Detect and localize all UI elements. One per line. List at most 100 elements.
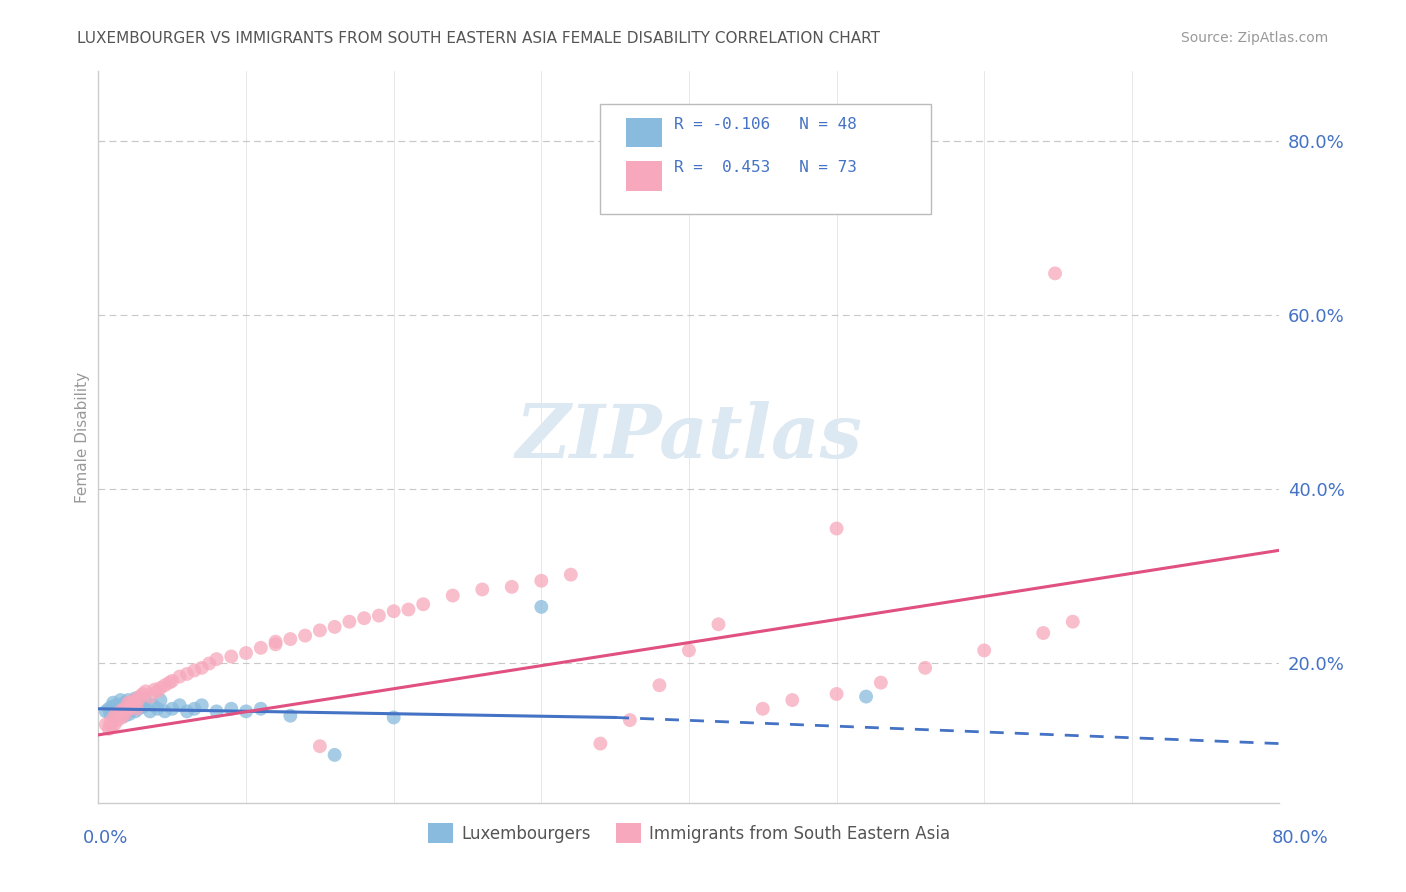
- Point: [825, 521, 848, 535]
- Point: [191, 661, 214, 675]
- Point: [382, 710, 405, 724]
- Point: [105, 706, 128, 721]
- Point: [103, 710, 125, 724]
- Point: [115, 702, 138, 716]
- FancyBboxPatch shape: [600, 104, 931, 214]
- Point: [162, 702, 183, 716]
- Point: [111, 698, 134, 713]
- Point: [107, 702, 129, 716]
- Point: [149, 693, 172, 707]
- Point: [107, 713, 129, 727]
- Point: [117, 696, 139, 710]
- Point: [914, 661, 936, 675]
- Point: [108, 708, 131, 723]
- Point: [135, 684, 157, 698]
- Point: [110, 705, 132, 719]
- Point: [264, 634, 287, 648]
- Text: R = -0.106   N = 48: R = -0.106 N = 48: [673, 117, 856, 131]
- Point: [169, 669, 191, 683]
- Point: [100, 700, 122, 714]
- Point: [124, 691, 146, 706]
- Point: [124, 705, 146, 719]
- Point: [125, 702, 148, 716]
- Point: [309, 739, 332, 754]
- Point: [124, 696, 146, 710]
- Point: [198, 657, 221, 671]
- Point: [121, 702, 143, 716]
- Point: [560, 567, 582, 582]
- Point: [412, 597, 434, 611]
- Point: [339, 615, 361, 629]
- Point: [441, 589, 464, 603]
- Point: [115, 702, 138, 716]
- Point: [146, 702, 169, 716]
- Point: [112, 702, 135, 716]
- Point: [250, 640, 273, 655]
- Point: [589, 737, 612, 751]
- Point: [221, 702, 243, 716]
- Point: [176, 667, 198, 681]
- Point: [264, 637, 287, 651]
- Point: [103, 696, 125, 710]
- Point: [122, 696, 145, 710]
- Point: [114, 696, 136, 710]
- Point: [825, 687, 848, 701]
- Point: [235, 705, 257, 719]
- Point: [105, 698, 128, 713]
- Point: [183, 702, 205, 716]
- Point: [118, 702, 141, 716]
- Point: [382, 604, 405, 618]
- Point: [127, 702, 149, 716]
- Point: [104, 717, 127, 731]
- Point: [501, 580, 523, 594]
- Point: [128, 690, 150, 704]
- Point: [153, 705, 176, 719]
- Point: [619, 713, 641, 727]
- Point: [323, 747, 346, 762]
- Point: [132, 687, 155, 701]
- Text: Source: ZipAtlas.com: Source: ZipAtlas.com: [1181, 31, 1329, 45]
- Point: [707, 617, 730, 632]
- Point: [752, 702, 775, 716]
- Point: [120, 698, 142, 713]
- Point: [98, 706, 121, 721]
- Point: [98, 715, 121, 730]
- Point: [103, 710, 125, 724]
- Point: [162, 673, 183, 688]
- Point: [118, 706, 141, 721]
- Point: [530, 574, 553, 588]
- Point: [169, 698, 191, 713]
- Point: [1043, 266, 1066, 280]
- Point: [153, 678, 176, 692]
- Point: [94, 717, 117, 731]
- Point: [117, 693, 139, 707]
- Point: [648, 678, 671, 692]
- Point: [135, 693, 157, 707]
- Point: [280, 708, 302, 723]
- Bar: [626, 118, 662, 147]
- Point: [323, 620, 346, 634]
- Point: [309, 624, 332, 638]
- Point: [368, 608, 391, 623]
- Point: [139, 690, 162, 704]
- Point: [94, 705, 117, 719]
- Point: [121, 698, 143, 713]
- Point: [1062, 615, 1084, 629]
- Point: [127, 693, 149, 707]
- Point: [353, 611, 375, 625]
- Point: [100, 719, 122, 733]
- Point: [782, 693, 804, 707]
- Point: [110, 705, 132, 719]
- Point: [973, 643, 995, 657]
- Point: [855, 690, 877, 704]
- Point: [120, 696, 142, 710]
- Point: [114, 708, 136, 723]
- Point: [398, 602, 420, 616]
- Point: [870, 675, 893, 690]
- Point: [471, 582, 494, 597]
- Point: [112, 702, 135, 716]
- Point: [111, 710, 134, 724]
- Text: LUXEMBOURGER VS IMMIGRANTS FROM SOUTH EASTERN ASIA FEMALE DISABILITY CORRELATION: LUXEMBOURGER VS IMMIGRANTS FROM SOUTH EA…: [77, 31, 880, 46]
- Text: 80.0%: 80.0%: [1272, 829, 1329, 847]
- Point: [139, 705, 162, 719]
